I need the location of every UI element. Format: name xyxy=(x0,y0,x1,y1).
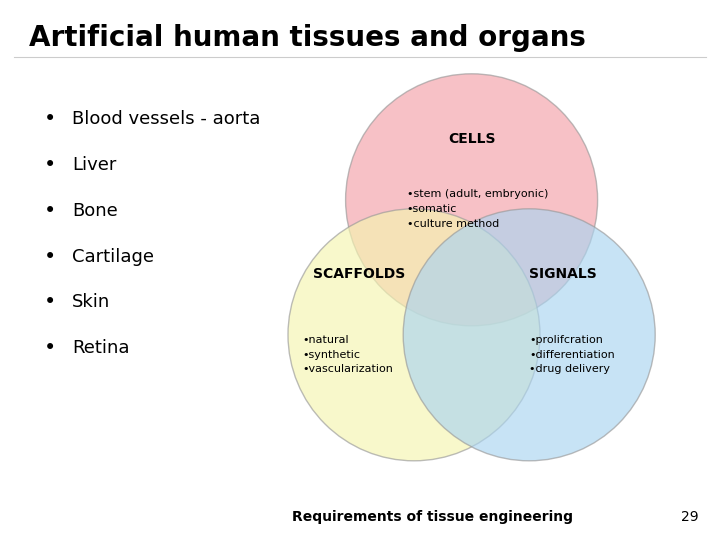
Text: Retina: Retina xyxy=(72,339,130,357)
Text: Liver: Liver xyxy=(72,156,117,174)
Text: •prolifcration
•differentiation
•drug delivery: •prolifcration •differentiation •drug de… xyxy=(529,335,615,374)
Ellipse shape xyxy=(346,74,598,326)
Text: Cartilage: Cartilage xyxy=(72,247,154,266)
Text: Blood vessels - aorta: Blood vessels - aorta xyxy=(72,110,261,128)
Text: •natural
•synthetic
•vascularization: •natural •synthetic •vascularization xyxy=(302,335,393,374)
Text: CELLS: CELLS xyxy=(448,132,495,146)
Text: •: • xyxy=(44,292,57,313)
Ellipse shape xyxy=(403,209,655,461)
Text: 29: 29 xyxy=(681,510,698,524)
Text: •: • xyxy=(44,200,57,221)
Text: Bone: Bone xyxy=(72,201,118,220)
Text: Requirements of tissue engineering: Requirements of tissue engineering xyxy=(292,510,572,524)
Text: •stem (adult, embryonic)
•somatic
•culture method: •stem (adult, embryonic) •somatic •cultu… xyxy=(407,189,548,228)
Text: Skin: Skin xyxy=(72,293,110,312)
Text: •: • xyxy=(44,338,57,359)
Text: SIGNALS: SIGNALS xyxy=(529,267,597,281)
Text: •: • xyxy=(44,154,57,175)
Ellipse shape xyxy=(288,209,540,461)
Text: •: • xyxy=(44,109,57,129)
Text: Artificial human tissues and organs: Artificial human tissues and organs xyxy=(29,24,585,52)
Text: SCAFFOLDS: SCAFFOLDS xyxy=(313,267,405,281)
Text: •: • xyxy=(44,246,57,267)
